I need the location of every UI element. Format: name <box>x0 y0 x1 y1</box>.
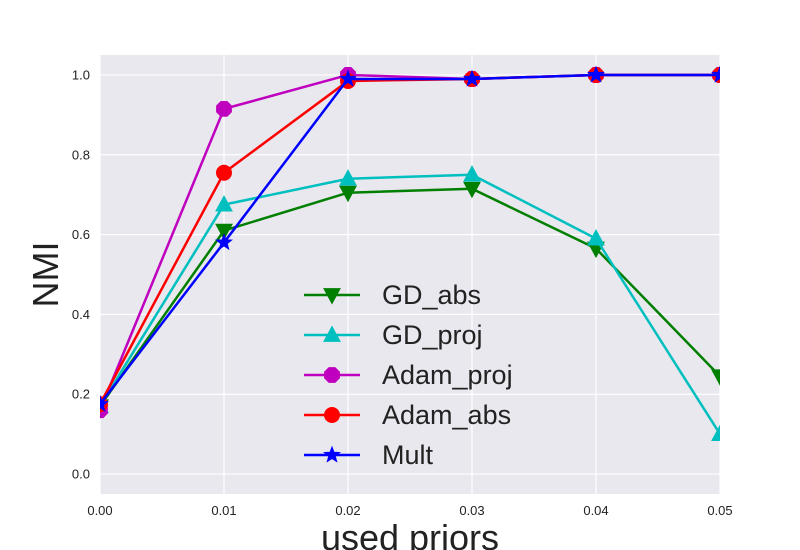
legend-entry: Mult <box>304 440 434 470</box>
x-tick-label: 0.02 <box>335 503 360 518</box>
data-point-marker <box>323 325 341 342</box>
legend-label: GD_proj <box>382 320 483 350</box>
data-point-marker <box>339 169 357 186</box>
grid-lines <box>99 55 721 494</box>
legend-entry: Adam_proj <box>304 360 513 390</box>
x-tick-labels: 0.00 0.01 0.02 0.03 0.04 0.05 <box>87 503 732 518</box>
data-point-marker <box>463 181 481 199</box>
legend-entry: Adam_abs <box>304 400 511 430</box>
data-point-marker <box>339 69 357 87</box>
data-point-marker <box>587 65 605 83</box>
x-tick-label: 0.03 <box>459 503 484 518</box>
y-axis-title: NMI <box>25 242 66 308</box>
legend-label: GD_abs <box>382 280 481 310</box>
data-point-marker <box>463 69 481 87</box>
data-point-marker <box>215 195 233 212</box>
legend-label: Adam_proj <box>382 360 513 390</box>
data-point-marker <box>324 367 340 383</box>
x-tick-label: 0.04 <box>583 503 608 518</box>
data-point-marker <box>216 164 232 181</box>
y-tick-labels: 0.0 0.2 0.4 0.6 0.8 1.0 <box>72 67 90 481</box>
x-axis-title: used priors <box>321 517 499 550</box>
data-point-marker <box>216 100 232 117</box>
data-point-marker <box>711 369 720 386</box>
y-tick-label: 0.4 <box>72 307 90 322</box>
y-tick-label: 0.2 <box>72 387 90 402</box>
legend-entry: GD_abs <box>304 280 481 310</box>
data-point-marker <box>324 407 340 423</box>
legend-label: Adam_abs <box>382 400 511 430</box>
data-point-marker <box>323 445 341 463</box>
legend-label: Mult <box>382 440 434 470</box>
series-line <box>100 173 720 435</box>
x-tick-label: 0.01 <box>211 503 236 518</box>
data-point-marker <box>587 229 605 246</box>
y-tick-label: 1.0 <box>72 67 90 82</box>
series-mult <box>100 65 720 412</box>
y-tick-label: 0.8 <box>72 147 90 162</box>
y-tick-label: 0.6 <box>72 227 90 242</box>
series-lines <box>100 65 720 442</box>
data-point-marker <box>711 65 720 83</box>
data-point-marker <box>323 288 341 305</box>
data-point-marker <box>100 394 109 412</box>
data-point-marker <box>711 424 720 442</box>
data-point-marker <box>215 223 233 241</box>
plot-background <box>100 55 720 494</box>
data-point-marker <box>339 185 357 203</box>
series-line <box>100 73 720 405</box>
data-point-marker <box>215 233 233 251</box>
legend-entry: GD_proj <box>304 320 483 350</box>
y-tick-label: 0.0 <box>72 467 90 482</box>
x-tick-label: 0.00 <box>87 503 112 518</box>
x-tick-label: 0.05 <box>707 503 732 518</box>
data-point-marker <box>463 165 481 182</box>
legend: GD_abs GD_proj Adam_proj Adam_abs Mult <box>304 280 513 470</box>
